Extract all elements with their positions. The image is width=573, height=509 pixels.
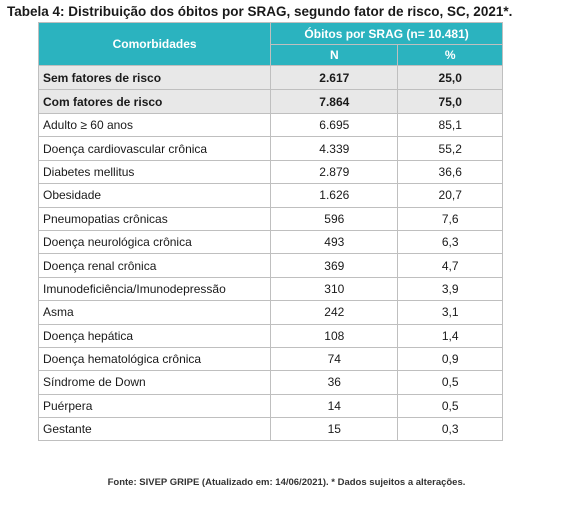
row-label: Diabetes mellitus (37, 159, 272, 185)
table-row: Doença hematológica crônica 74 0,9 (37, 346, 503, 372)
row-n: 2.879 (270, 159, 399, 185)
row-pct: 0,5 (397, 393, 503, 419)
row-n: 6.695 (270, 112, 399, 138)
row-pct: 75,0 (397, 89, 503, 114)
row-pct: 3,9 (397, 276, 503, 302)
row-n: 14 (270, 393, 399, 419)
row-pct: 3,1 (397, 300, 503, 325)
table-row: Doença neurológica crônica 493 6,3 (37, 229, 503, 255)
row-pct: 1,4 (397, 323, 503, 348)
row-n: 596 (270, 206, 399, 231)
header-n: N (270, 44, 399, 66)
row-n: 36 (270, 370, 399, 395)
row-label: Pneumopatias crônicas (37, 206, 272, 231)
row-pct: 25,0 (397, 65, 503, 90)
table-row: Pneumopatias crônicas 596 7,6 (37, 206, 503, 231)
summary-row: Com fatores de risco 7.864 75,0 (37, 89, 503, 114)
row-n: 4.339 (270, 136, 399, 161)
table-header: Comorbidades Óbitos por SRAG (n= 10.481)… (37, 22, 503, 66)
row-n: 74 (270, 346, 399, 372)
table-row: Gestante 15 0,3 (37, 417, 503, 442)
row-label: Doença hematológica crônica (37, 346, 272, 372)
row-n: 15 (270, 417, 399, 442)
row-n: 242 (270, 300, 399, 325)
header-pct: % (397, 44, 503, 66)
row-label: Adulto ≥ 60 anos (37, 112, 272, 138)
row-label: Síndrome de Down (37, 370, 272, 395)
row-label: Doença renal crônica (37, 253, 272, 278)
row-label: Asma (37, 300, 272, 325)
table-row: Puérpera 14 0,5 (37, 393, 503, 419)
table-row: Doença hepática 108 1,4 (37, 323, 503, 348)
summary-row: Sem fatores de risco 2.617 25,0 (37, 65, 503, 90)
table-row: Doença renal crônica 369 4,7 (37, 253, 503, 278)
row-label: Obesidade (37, 183, 272, 208)
table-row: Doença cardiovascular crônica 4.339 55,2 (37, 136, 503, 161)
row-pct: 6,3 (397, 229, 503, 255)
table-row: Síndrome de Down 36 0,5 (37, 370, 503, 395)
row-n: 108 (270, 323, 399, 348)
row-n: 7.864 (270, 89, 399, 114)
table-row: Diabetes mellitus 2.879 36,6 (37, 159, 503, 185)
row-label: Doença hepática (37, 323, 272, 348)
row-label: Puérpera (37, 393, 272, 419)
row-pct: 20,7 (397, 183, 503, 208)
header-comorbidades: Comorbidades (37, 22, 272, 66)
row-label: Doença cardiovascular crônica (37, 136, 272, 161)
row-label: Imunodeficiência/Imunodepressão (37, 276, 272, 302)
table-row: Asma 242 3,1 (37, 300, 503, 325)
row-pct: 55,2 (397, 136, 503, 161)
header-obitos: Óbitos por SRAG (n= 10.481) (270, 22, 503, 45)
row-pct: 4,7 (397, 253, 503, 278)
source-footnote: Fonte: SIVEP GRIPE (Atualizado em: 14/06… (107, 477, 466, 488)
row-label: Doença neurológica crônica (37, 229, 272, 255)
row-pct: 0,5 (397, 370, 503, 395)
row-n: 2.617 (270, 65, 399, 90)
row-label: Gestante (37, 417, 272, 442)
table-row: Imunodeficiência/Imunodepressão 310 3,9 (37, 276, 503, 302)
row-pct: 36,6 (397, 159, 503, 185)
row-pct: 85,1 (397, 112, 503, 138)
row-label: Com fatores de risco (37, 89, 272, 114)
table-row: Adulto ≥ 60 anos 6.695 85,1 (37, 112, 503, 138)
risk-factor-table: Comorbidades Óbitos por SRAG (n= 10.481)… (37, 22, 503, 442)
row-label: Sem fatores de risco (37, 65, 272, 90)
row-n: 310 (270, 276, 399, 302)
row-n: 369 (270, 253, 399, 278)
table-row: Obesidade 1.626 20,7 (37, 183, 503, 208)
row-pct: 0,9 (397, 346, 503, 372)
row-n: 493 (270, 229, 399, 255)
table-title: Tabela 4: Distribuição dos óbitos por SR… (7, 4, 513, 19)
row-pct: 7,6 (397, 206, 503, 231)
table-body: Sem fatores de risco 2.617 25,0 Com fato… (37, 65, 503, 442)
row-pct: 0,3 (397, 417, 503, 442)
row-n: 1.626 (270, 183, 399, 208)
